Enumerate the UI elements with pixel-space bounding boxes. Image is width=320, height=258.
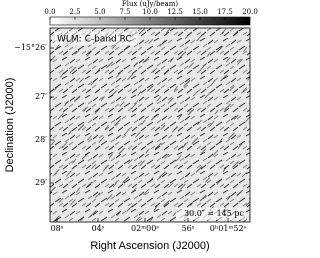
image-texture [50, 28, 250, 222]
colorbar-tick-label: 7.5 [119, 8, 130, 16]
scale-annotation: 30.0″ = 145 pc [184, 209, 245, 218]
annotation-backdrop [176, 208, 246, 220]
y-tick-label: 28′ [35, 135, 47, 144]
colorbar-tick-label: 20.0 [242, 8, 258, 16]
chart: Flux (uJy/beam) 0.0 2.5 5.0 7.5 10.0 12.5 15.0… [4, 0, 258, 252]
colorbar-label: Flux (uJy/beam) [122, 0, 179, 8]
colorbar-tick-label: 10.0 [142, 8, 158, 16]
colorbar-tick-label: 12.5 [167, 8, 183, 16]
colorbar-tick-label: 2.5 [69, 8, 80, 16]
title-backdrop [55, 32, 137, 45]
y-tick-label: 27′ [35, 92, 47, 101]
image-frame [49, 27, 251, 223]
y-tick-label: 29′ [35, 178, 47, 187]
image-title: WLM: C-band RC [57, 35, 132, 45]
x-tick-label: 04ˢ [92, 224, 105, 233]
colorbar-tick-label: 5.0 [94, 8, 105, 16]
colorbar-tick-label: 15.0 [192, 8, 208, 16]
x-tick-label: 56ˢ [182, 224, 195, 233]
x-axis-label: Right Ascension (J2000) [90, 240, 209, 252]
x-tick-label: 08ˢ [51, 224, 64, 233]
x-tick-label: 0ʰ01ᵐ52ˢ [210, 224, 247, 233]
colorbar-tick-label: 0.0 [44, 8, 55, 16]
y-tick-label: −15°26′ [14, 43, 47, 52]
colorbar-tick-label: 17.5 [217, 8, 233, 16]
y-axis-label: Declination (J2000) [4, 78, 16, 173]
x-tick-label: 02ᵐ00ˢ [131, 224, 159, 233]
